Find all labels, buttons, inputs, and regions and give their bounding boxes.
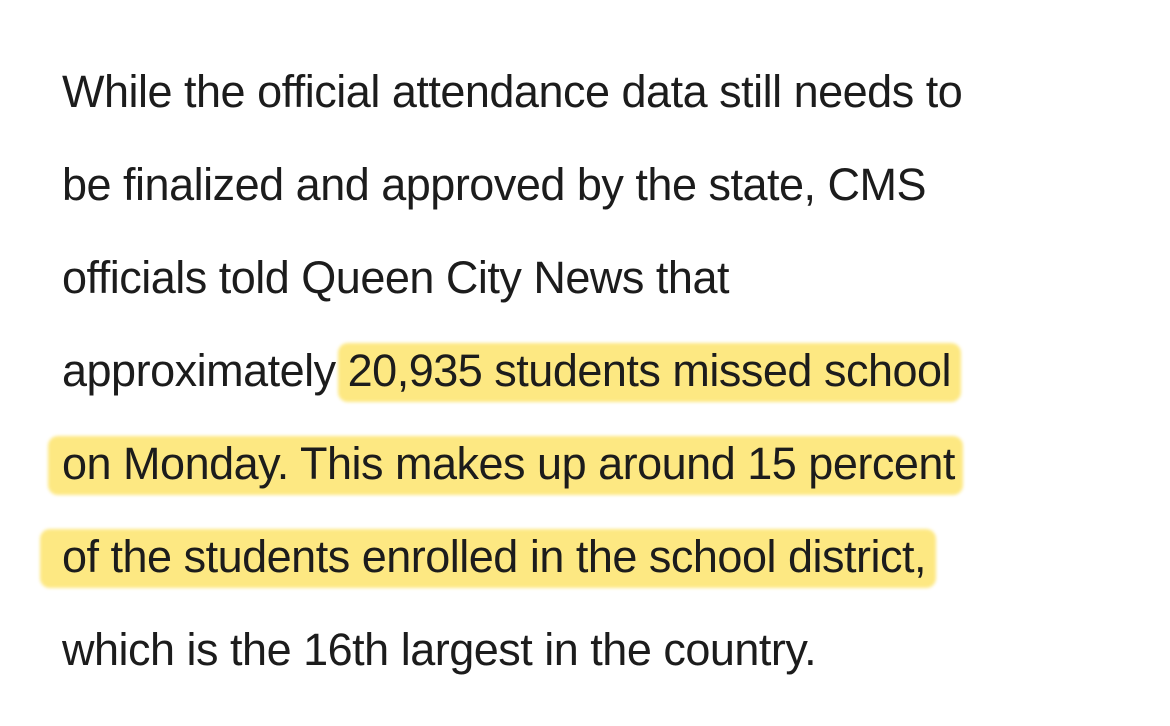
paragraph-line: approximately 20,935 students missed sch… — [62, 341, 952, 401]
paragraph-line: of the students enrolled in the school d… — [62, 527, 927, 587]
plain-text: approximately — [62, 345, 336, 396]
paragraph-line: officials told Queen City News that — [62, 252, 730, 303]
paragraph-line: be finalized and approved by the state, … — [62, 159, 927, 210]
paragraph-line: While the official attendance data still… — [62, 66, 963, 117]
highlighted-text: on Monday. This makes up around 15 perce… — [62, 438, 955, 489]
highlighted-text: of the students enrolled in the school d… — [62, 531, 927, 582]
highlighted-text: 20,935 students missed school — [347, 345, 952, 396]
paragraph-line: on Monday. This makes up around 15 perce… — [62, 434, 955, 494]
paragraph-line: which is the 16th largest in the country… — [62, 624, 817, 675]
